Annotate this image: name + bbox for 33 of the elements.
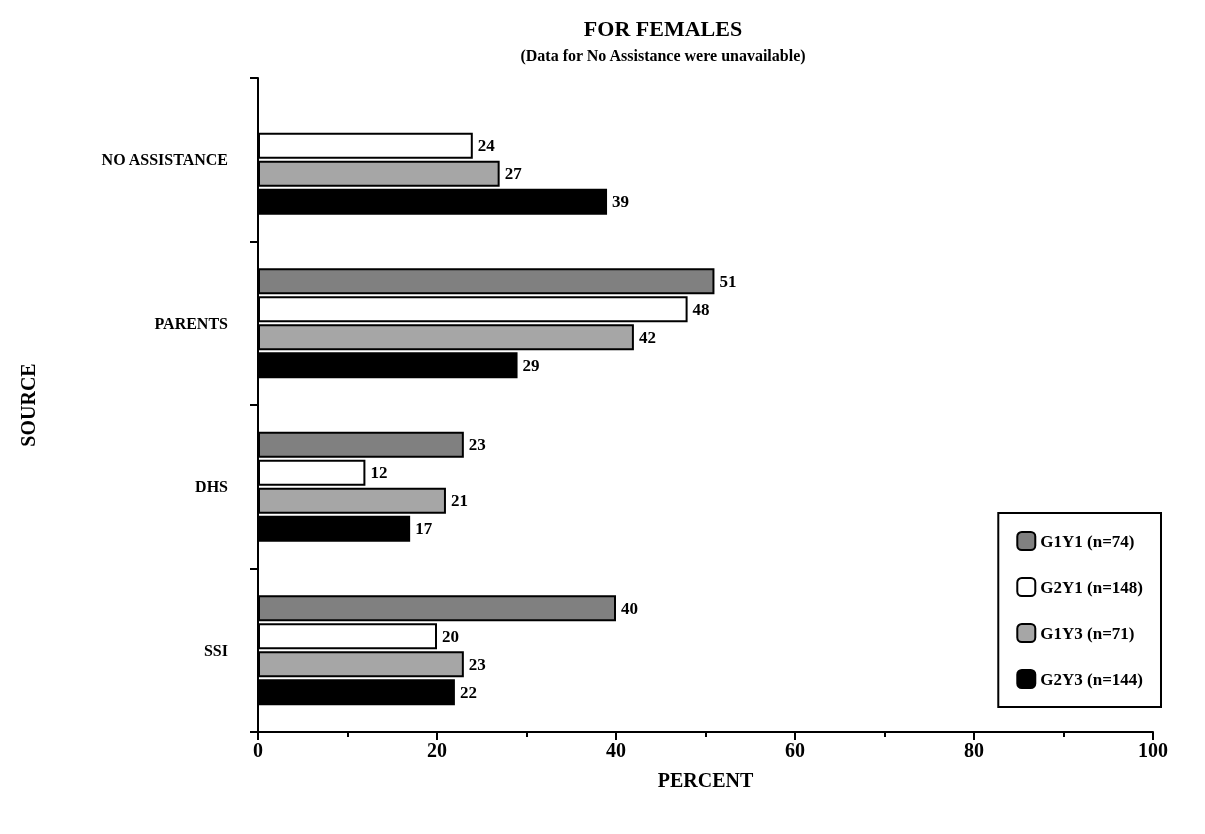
y-tick-label: SSI — [203, 641, 228, 659]
data-label: 12 — [370, 463, 388, 483]
data-label: 51 — [719, 271, 737, 291]
x-tick-label: 40 — [606, 739, 626, 761]
x-tick-label: 60 — [785, 739, 805, 761]
x-tick-label: 80 — [964, 739, 984, 761]
data-label: 39 — [612, 192, 630, 212]
legend-label: G2Y1 (n=148) — [1040, 577, 1143, 597]
legend-label: G1Y1 (n=74) — [1040, 531, 1135, 551]
legend-label: G1Y3 (n=71) — [1040, 623, 1135, 643]
data-label: 27 — [504, 164, 523, 184]
data-label: 48 — [692, 299, 710, 319]
y-tick-label: NO ASSISTANCE — [101, 151, 228, 169]
x-axis-title: PERCENT — [657, 769, 754, 791]
data-label: 24 — [477, 136, 496, 156]
data-label: 22 — [459, 682, 477, 702]
data-label: 17 — [415, 519, 433, 539]
y-tick-label: PARENTS — [154, 314, 229, 332]
data-label: 23 — [468, 654, 486, 674]
data-label: 20 — [442, 626, 459, 646]
data-label: 23 — [468, 435, 486, 455]
x-tick-label: 100 — [1138, 739, 1168, 761]
chart-subtitle: (Data for No Assistance were unavailable) — [520, 46, 806, 65]
chart-title: FOR FEMALES — [583, 15, 743, 41]
data-label: 21 — [450, 491, 468, 511]
legend-label: G2Y3 (n=144) — [1040, 669, 1143, 689]
x-tick-label: 20 — [427, 739, 447, 761]
data-label: 40 — [621, 598, 638, 618]
x-tick-label: 0 — [253, 739, 263, 761]
y-axis-title: SOURCE — [17, 363, 39, 447]
data-label: 29 — [522, 355, 540, 375]
y-tick-label: DHS — [195, 478, 229, 496]
data-label: 42 — [638, 327, 656, 347]
